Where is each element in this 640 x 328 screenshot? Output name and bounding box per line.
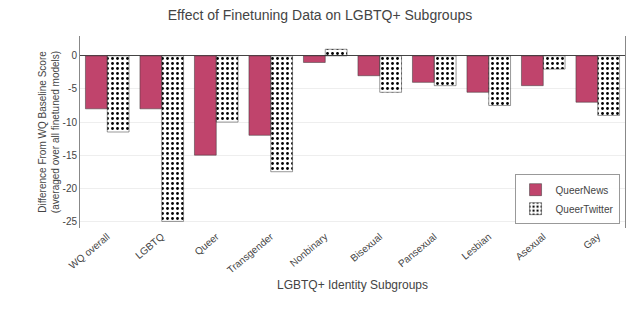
svg-text:Nonbinary: Nonbinary bbox=[288, 231, 330, 269]
svg-text:Pansexual: Pansexual bbox=[396, 231, 439, 269]
svg-text:Lesbian: Lesbian bbox=[459, 231, 493, 262]
svg-text:Effect of Finetuning Data on L: Effect of Finetuning Data on LGBTQ+ Subg… bbox=[168, 7, 472, 23]
svg-text:QueerTwitter: QueerTwitter bbox=[556, 204, 614, 215]
svg-text:WQ overall: WQ overall bbox=[67, 231, 112, 271]
svg-text:Difference From WQ Baseline Sc: Difference From WQ Baseline Score(averag… bbox=[37, 51, 61, 213]
svg-text:Transgender: Transgender bbox=[225, 231, 276, 276]
svg-text:QueerNews: QueerNews bbox=[556, 185, 609, 196]
svg-text:Bisexual: Bisexual bbox=[348, 231, 384, 264]
svg-text:-10: -10 bbox=[63, 117, 78, 128]
svg-text:Queer: Queer bbox=[192, 231, 221, 258]
svg-text:Asexual: Asexual bbox=[513, 231, 547, 262]
svg-text:LGBTQ+ Identity Subgroups: LGBTQ+ Identity Subgroups bbox=[277, 278, 428, 292]
svg-text:-5: -5 bbox=[68, 83, 77, 94]
svg-text:0: 0 bbox=[71, 50, 77, 61]
svg-text:-20: -20 bbox=[63, 183, 78, 194]
svg-text:Gay: Gay bbox=[581, 231, 602, 251]
svg-text:-15: -15 bbox=[63, 150, 78, 161]
svg-text:LGBTQ: LGBTQ bbox=[133, 231, 166, 261]
svg-text:-25: -25 bbox=[63, 216, 78, 227]
